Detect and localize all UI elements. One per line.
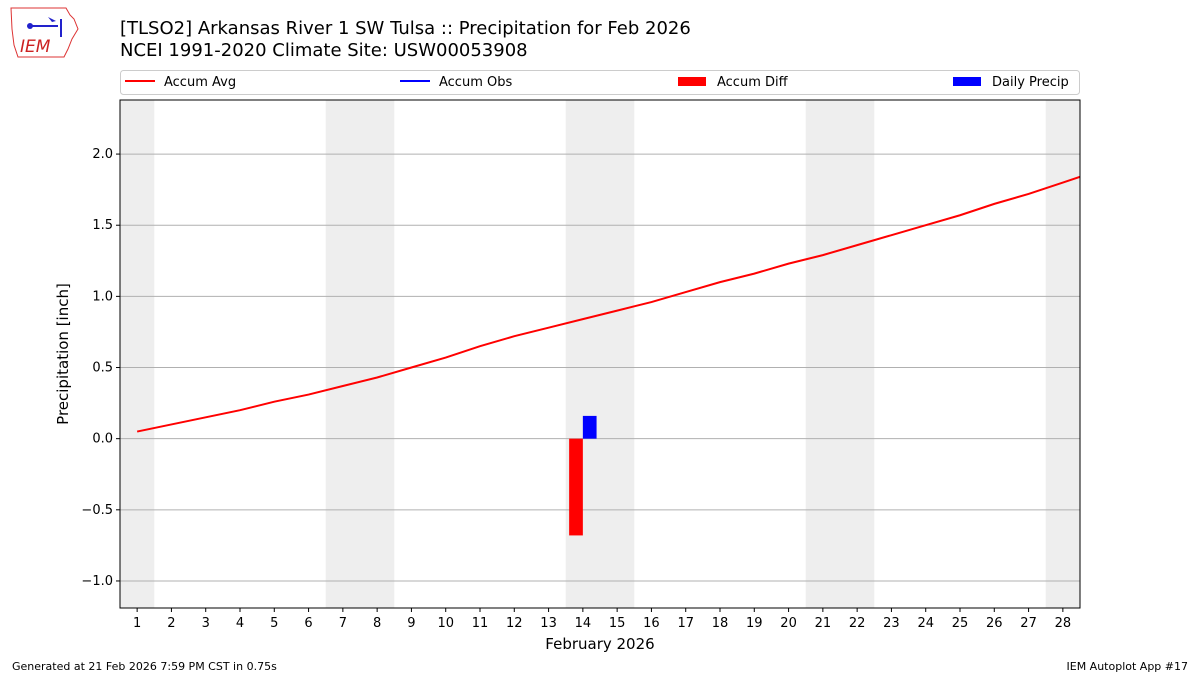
x-tick-label: 1 xyxy=(133,616,141,631)
x-tick-label: 13 xyxy=(540,616,557,631)
legend-label: Accum Diff xyxy=(717,75,789,90)
x-tick-label: 7 xyxy=(339,616,347,631)
x-tick-label: 12 xyxy=(506,616,523,631)
weekend-band xyxy=(1045,100,1080,608)
x-tick-label: 24 xyxy=(917,616,934,631)
y-tick-label: 1.5 xyxy=(92,218,113,233)
x-tick-label: 17 xyxy=(677,616,694,631)
x-tick-label: 10 xyxy=(437,616,454,631)
x-tick-label: 28 xyxy=(1055,616,1072,631)
accum-diff-bar xyxy=(569,438,583,536)
chart-title: [TLSO2] Arkansas River 1 SW Tulsa :: Pre… xyxy=(120,18,691,39)
x-tick-label: 15 xyxy=(609,616,626,631)
legend-label: Accum Obs xyxy=(439,75,512,90)
plot-frame xyxy=(119,99,1081,609)
plot-area xyxy=(120,100,1080,608)
chart-subtitle: NCEI 1991-2020 Climate Site: USW00053908 xyxy=(120,40,528,61)
y-tick-label: 0.5 xyxy=(92,361,113,376)
x-tick-label: 25 xyxy=(952,616,969,631)
legend-label: Daily Precip xyxy=(992,75,1069,90)
x-tick-label: 14 xyxy=(575,616,592,631)
legend-swatch-accum-diff xyxy=(678,77,706,86)
x-tick-label: 2 xyxy=(167,616,175,631)
y-tick-label: −0.5 xyxy=(81,503,113,518)
accum-avg-line xyxy=(136,175,1080,433)
x-axis-label: February 2026 xyxy=(545,635,654,653)
y-tick-label: −1.0 xyxy=(81,574,113,589)
x-tick-label: 23 xyxy=(883,616,900,631)
legend-box xyxy=(120,70,1080,95)
x-tick-label: 16 xyxy=(643,616,660,631)
weekend-band xyxy=(360,100,395,608)
y-axis-label: Precipitation [inch] xyxy=(54,283,72,425)
x-tick-label: 20 xyxy=(780,616,797,631)
x-tick-label: 5 xyxy=(270,616,278,631)
generated-timestamp: Generated at 21 Feb 2026 7:59 PM CST in … xyxy=(12,660,277,673)
weekend-band xyxy=(805,100,840,608)
logo-text: IEM xyxy=(20,37,51,57)
app-label: IEM Autoplot App #17 xyxy=(1066,660,1189,673)
x-tick-label: 27 xyxy=(1020,616,1037,631)
iem-logo: IEM xyxy=(8,5,80,59)
x-tick-label: 9 xyxy=(407,616,415,631)
y-tick-label: 1.0 xyxy=(92,289,113,304)
x-tick-label: 8 xyxy=(373,616,381,631)
y-tick-label: 0.0 xyxy=(92,432,113,447)
weekend-band xyxy=(120,100,155,608)
weekend-band xyxy=(325,100,360,608)
x-tick-label: 3 xyxy=(202,616,210,631)
daily-precip-bar xyxy=(582,415,597,439)
weekend-band xyxy=(840,100,875,608)
x-tick-label: 19 xyxy=(746,616,763,631)
legend-label: Accum Avg xyxy=(164,75,236,90)
x-tick-label: 18 xyxy=(712,616,729,631)
x-tick-label: 21 xyxy=(815,616,832,631)
y-tick-label: 2.0 xyxy=(92,147,113,162)
x-tick-label: 11 xyxy=(472,616,489,631)
legend-swatch-daily-precip xyxy=(953,77,981,86)
weekend-band xyxy=(600,100,635,608)
x-tick-label: 4 xyxy=(236,616,244,631)
x-tick-label: 22 xyxy=(849,616,866,631)
x-tick-label: 26 xyxy=(986,616,1003,631)
x-tick-label: 6 xyxy=(304,616,312,631)
